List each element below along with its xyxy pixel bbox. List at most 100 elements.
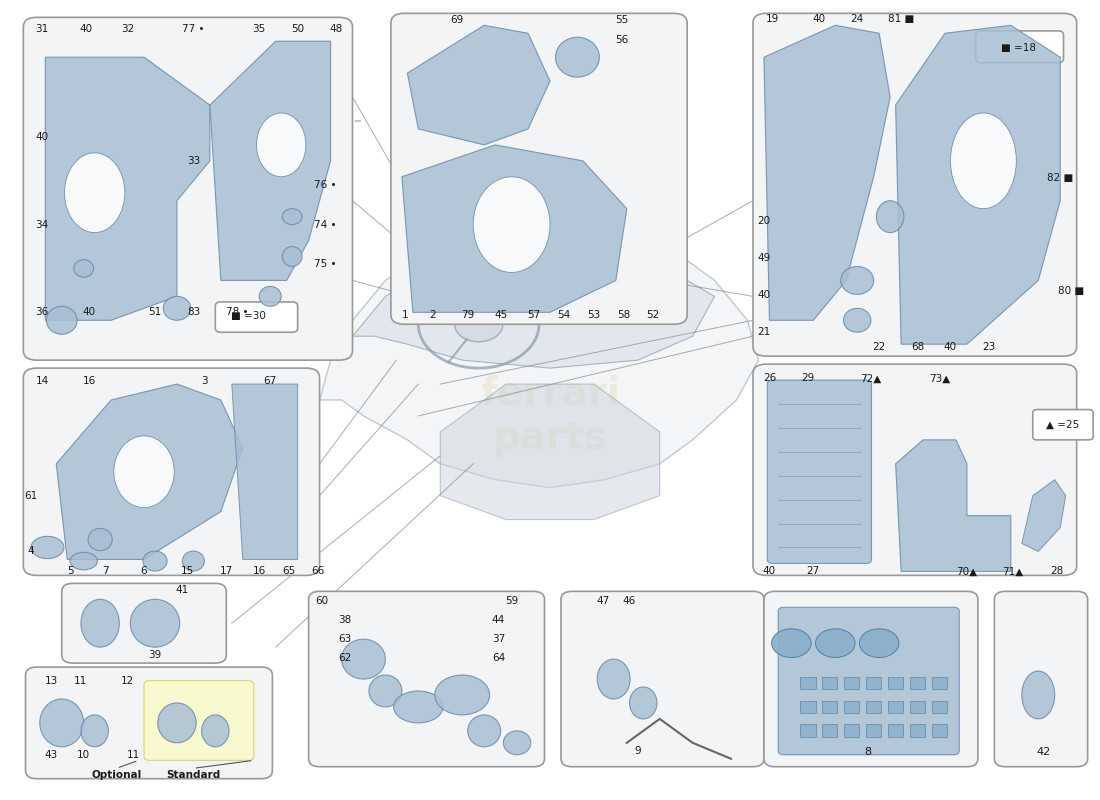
Text: 53: 53	[587, 310, 601, 320]
Ellipse shape	[1022, 671, 1055, 719]
FancyBboxPatch shape	[754, 364, 1077, 575]
Ellipse shape	[283, 209, 302, 225]
Text: 21: 21	[757, 327, 771, 338]
Ellipse shape	[844, 308, 871, 332]
Text: 22: 22	[872, 342, 886, 351]
Polygon shape	[895, 26, 1060, 344]
Ellipse shape	[143, 551, 167, 571]
Bar	[822, 677, 837, 690]
Ellipse shape	[201, 715, 229, 746]
FancyBboxPatch shape	[144, 681, 254, 760]
Text: 28: 28	[1050, 566, 1064, 577]
Text: 1: 1	[402, 310, 408, 320]
Text: 16: 16	[253, 566, 266, 577]
Text: 61: 61	[24, 490, 37, 501]
Text: 67: 67	[264, 376, 277, 386]
Text: 59: 59	[505, 596, 518, 606]
Text: 52: 52	[647, 310, 660, 320]
FancyBboxPatch shape	[994, 591, 1088, 766]
FancyBboxPatch shape	[561, 591, 764, 766]
Text: 47: 47	[596, 596, 609, 606]
Ellipse shape	[597, 659, 630, 699]
Text: ferrari
parts: ferrari parts	[480, 375, 620, 457]
Text: 27: 27	[806, 566, 820, 577]
Polygon shape	[402, 145, 627, 312]
Ellipse shape	[88, 528, 112, 550]
Text: 43: 43	[44, 750, 57, 760]
FancyBboxPatch shape	[754, 14, 1077, 356]
FancyBboxPatch shape	[309, 591, 544, 766]
Text: 42: 42	[1036, 747, 1050, 758]
Text: 62: 62	[338, 654, 351, 663]
Text: 36: 36	[35, 307, 48, 318]
Text: 51: 51	[148, 307, 162, 318]
Text: 64: 64	[492, 654, 505, 663]
Bar	[866, 725, 881, 738]
Text: 5: 5	[67, 566, 74, 577]
Text: 60: 60	[316, 596, 328, 606]
Ellipse shape	[434, 675, 490, 715]
Polygon shape	[210, 42, 331, 281]
FancyBboxPatch shape	[778, 607, 959, 754]
Text: 23: 23	[982, 342, 996, 351]
Bar	[800, 677, 815, 690]
FancyBboxPatch shape	[764, 591, 978, 766]
Ellipse shape	[70, 552, 98, 570]
Polygon shape	[320, 225, 759, 488]
Text: 57: 57	[527, 310, 540, 320]
Text: 73▲: 73▲	[928, 374, 950, 383]
Bar	[822, 701, 837, 714]
Polygon shape	[352, 249, 715, 368]
FancyBboxPatch shape	[976, 31, 1064, 62]
Text: 76 •: 76 •	[314, 180, 337, 190]
Text: 3: 3	[201, 376, 208, 386]
Ellipse shape	[163, 296, 190, 320]
Circle shape	[815, 629, 855, 658]
Bar	[910, 725, 925, 738]
Text: 35: 35	[253, 24, 266, 34]
Text: 65: 65	[283, 566, 296, 577]
Text: 78 •: 78 •	[226, 307, 249, 318]
Ellipse shape	[81, 599, 119, 647]
Text: 2: 2	[429, 310, 436, 320]
Text: 79: 79	[461, 310, 474, 320]
Text: 80 ■: 80 ■	[1058, 286, 1085, 296]
Text: 40: 40	[763, 566, 776, 577]
Ellipse shape	[629, 687, 657, 719]
Polygon shape	[440, 384, 660, 519]
Bar	[932, 725, 947, 738]
Text: 14: 14	[35, 376, 48, 386]
Ellipse shape	[394, 691, 443, 723]
Text: 40: 40	[812, 14, 825, 24]
Text: 40: 40	[758, 290, 770, 300]
Text: 49: 49	[757, 253, 771, 263]
Text: 37: 37	[492, 634, 505, 644]
Bar	[844, 677, 859, 690]
Ellipse shape	[74, 260, 94, 278]
Polygon shape	[1022, 480, 1066, 551]
FancyBboxPatch shape	[1033, 410, 1093, 440]
Text: 45: 45	[494, 310, 507, 320]
Ellipse shape	[40, 699, 84, 746]
Ellipse shape	[283, 246, 302, 266]
Circle shape	[859, 629, 899, 658]
Text: 63: 63	[338, 634, 351, 644]
Text: 24: 24	[850, 14, 864, 24]
Text: 7: 7	[102, 566, 109, 577]
Text: 13: 13	[45, 676, 58, 686]
Text: 74 •: 74 •	[314, 220, 337, 230]
Ellipse shape	[256, 113, 306, 177]
Bar	[800, 701, 815, 714]
Text: 81 ■: 81 ■	[888, 14, 914, 24]
Bar	[866, 677, 881, 690]
Polygon shape	[895, 440, 1011, 571]
Polygon shape	[764, 26, 890, 320]
Text: 4: 4	[28, 546, 34, 557]
Text: 15: 15	[182, 566, 195, 577]
Text: 72▲: 72▲	[860, 374, 881, 383]
Text: 9: 9	[635, 746, 641, 756]
FancyBboxPatch shape	[62, 583, 227, 663]
Bar	[844, 725, 859, 738]
Text: 38: 38	[338, 615, 351, 625]
Text: 40: 40	[35, 132, 48, 142]
